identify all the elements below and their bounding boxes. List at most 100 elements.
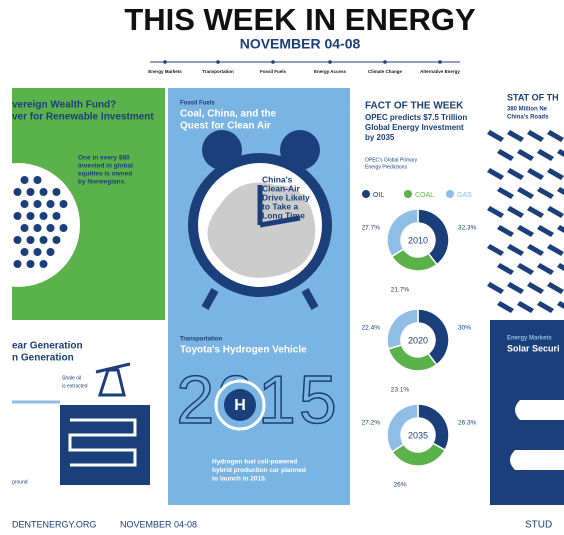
section-title: ear Generation <box>12 341 83 352</box>
stat-title: STAT OF TH <box>507 92 559 102</box>
text-line: One in every $80 <box>78 155 130 162</box>
nav-item: Energy Access <box>314 69 347 74</box>
legend-label: GAS <box>457 192 472 199</box>
footer-site: DENTENERGY.ORG <box>12 519 96 529</box>
text-line: Energy Predictions <box>365 164 407 170</box>
dot <box>34 248 42 256</box>
text-line: equities is owned <box>78 171 132 178</box>
nav-item: Energy Markets <box>148 69 182 74</box>
dot <box>34 200 42 208</box>
nav-dot <box>328 60 332 64</box>
dot <box>21 200 29 208</box>
donut-label: 21.7% <box>391 287 410 294</box>
legend-swatch <box>404 190 412 198</box>
heading: FACT OF THE WEEK <box>365 101 464 112</box>
dot <box>14 212 22 220</box>
dot <box>27 188 35 196</box>
nav-item: Climate Change <box>368 69 403 74</box>
nav-dot <box>216 60 220 64</box>
text-line: hybrid production car planned <box>212 467 306 474</box>
footer-right: STUD <box>525 520 552 531</box>
text-line: Hydrogen fuel cell-powered <box>212 459 297 466</box>
dot <box>40 260 48 268</box>
text-line: invested in global <box>78 163 133 170</box>
label: is extracted <box>62 383 88 389</box>
donut-label: 27.2% <box>362 420 381 427</box>
legend-label: OIL <box>373 192 384 199</box>
section-title: n Generation <box>12 353 74 364</box>
ground-block <box>60 405 150 485</box>
footer-date: NOVEMBER 04-08 <box>120 519 197 529</box>
infographic: THIS WEEK IN ENERGY NOVEMBER 04-08 Energ… <box>0 0 564 535</box>
category: Fossil Fuels <box>180 101 215 107</box>
nav-dot <box>163 60 167 64</box>
panel-title: Coal, China, and the <box>180 109 277 120</box>
dot <box>40 188 48 196</box>
dot <box>27 212 35 220</box>
donut-label: 27.7% <box>362 225 381 232</box>
dot <box>14 236 22 244</box>
donut-label: 32.3% <box>458 225 477 232</box>
text-line: Long Time <box>262 210 305 220</box>
dot <box>21 224 29 232</box>
dot <box>53 188 61 196</box>
donut-slice <box>387 404 418 452</box>
text-line: OPEC's Global Primary <box>365 157 418 163</box>
donut-label: 26% <box>393 482 406 489</box>
dot <box>21 176 29 184</box>
dot <box>60 200 68 208</box>
stat-text: 380 Million Ne <box>507 107 548 113</box>
label: Shale oil <box>62 375 81 381</box>
text-line: by Norwegians. <box>78 179 126 186</box>
text-line: to launch in 2015. <box>212 476 267 483</box>
category: Transportation <box>180 337 222 343</box>
page: {"header": {"title": "THIS WEEK IN ENERG… <box>0 0 564 535</box>
dot <box>47 200 55 208</box>
panel-title: ver for Renewable Investment <box>12 112 154 123</box>
donut-slice <box>387 209 418 256</box>
nav-item: Alternative Energy <box>420 69 460 74</box>
donut-label: 23.1% <box>391 387 410 394</box>
stat-text: China's Roads <box>507 115 549 121</box>
nav-dot <box>438 60 442 64</box>
donut-label: 30% <box>458 325 471 332</box>
nav-item: Transportation <box>202 69 234 74</box>
pumpjack <box>96 364 130 395</box>
category: Energy Markets <box>507 336 552 342</box>
dot <box>40 236 48 244</box>
dot <box>60 224 68 232</box>
dot <box>47 224 55 232</box>
legend-swatch <box>446 190 454 198</box>
legend-swatch <box>362 190 370 198</box>
dot <box>53 236 61 244</box>
dot <box>53 212 61 220</box>
donut-label: 22.4% <box>362 325 381 332</box>
text-line: by 2035 <box>365 133 395 142</box>
panel-title: vereign Wealth Fund? <box>12 100 116 111</box>
dot <box>34 176 42 184</box>
text-line: Global Energy Investment <box>365 123 464 132</box>
dot <box>27 236 35 244</box>
title: THIS WEEK IN ENERGY <box>124 2 476 37</box>
dot <box>34 224 42 232</box>
dot <box>40 212 48 220</box>
label: ground <box>12 479 28 485</box>
donut-slice <box>388 345 436 371</box>
dot <box>47 248 55 256</box>
donut-year: 2010 <box>408 235 428 245</box>
dot <box>21 248 29 256</box>
donut-label: 26.3% <box>458 420 477 427</box>
donut-year: 2020 <box>408 335 428 345</box>
panel-title: Quest for Clean Air <box>180 121 271 132</box>
subtitle: NOVEMBER 04-08 <box>240 36 361 52</box>
nav-item: Fossil Fuels <box>260 69 287 74</box>
panel-title: Solar Securi <box>507 343 560 353</box>
text-line: OPEC predicts $7.5 Trillion <box>365 113 467 122</box>
nav-dot <box>271 60 275 64</box>
panel-title: Toyota's Hydrogen Vehicle <box>180 345 307 356</box>
icon-label: H <box>234 397 246 414</box>
dot <box>27 260 35 268</box>
legend-label: COAL <box>415 192 434 199</box>
